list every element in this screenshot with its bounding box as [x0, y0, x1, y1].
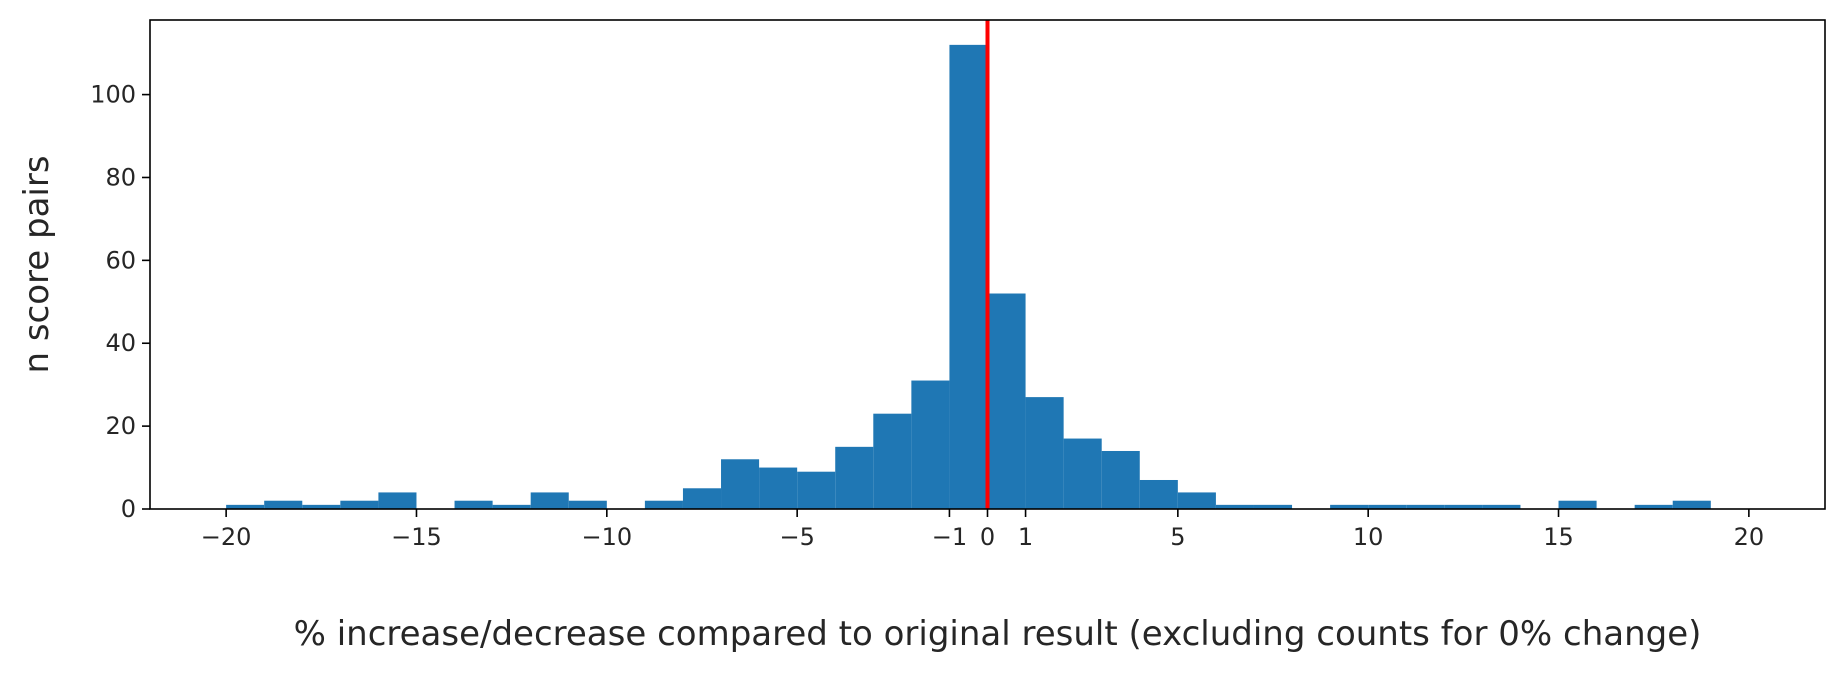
histogram-bar — [1025, 397, 1064, 509]
histogram-bar — [492, 504, 531, 509]
histogram-bar — [759, 467, 798, 509]
x-tick-label: 0 — [980, 523, 995, 551]
x-axis-ticks: −20 −15 −10 −5 −1 0 1 5 10 15 20 — [201, 509, 1764, 551]
x-tick-label: 15 — [1543, 523, 1574, 551]
histogram-bar — [1063, 438, 1102, 509]
y-tick-label: 20 — [105, 412, 136, 440]
y-axis-label: n score pairs — [17, 155, 57, 373]
histogram-bar — [644, 500, 683, 509]
x-tick-label: −10 — [581, 523, 632, 551]
histogram-bar — [911, 380, 950, 509]
y-tick-label: 80 — [105, 163, 136, 191]
y-tick-label: 60 — [105, 246, 136, 274]
histogram-bar — [1330, 504, 1369, 509]
histogram-bar — [530, 492, 569, 509]
x-tick-label: 10 — [1353, 523, 1384, 551]
x-tick-label: −15 — [391, 523, 442, 551]
histogram-bar — [378, 492, 417, 509]
bars-group — [226, 44, 1711, 509]
histogram-bar — [454, 500, 493, 509]
x-tick-label: −20 — [201, 523, 252, 551]
x-tick-label: −5 — [779, 523, 814, 551]
x-tick-label: 20 — [1734, 523, 1765, 551]
histogram-bar — [340, 500, 379, 509]
x-tick-label: −1 — [932, 523, 967, 551]
histogram-bar — [1444, 504, 1483, 509]
histogram-bar — [1101, 450, 1140, 509]
histogram-bar — [1139, 479, 1178, 509]
x-tick-label: 5 — [1170, 523, 1185, 551]
histogram-bar — [1177, 492, 1216, 509]
histogram-bar — [226, 504, 265, 509]
histogram-bar — [1215, 504, 1254, 509]
histogram-bar — [987, 293, 1026, 509]
histogram-bar — [264, 500, 303, 509]
x-tick-label: 1 — [1018, 523, 1033, 551]
histogram-bar — [835, 446, 874, 509]
histogram-bar — [1634, 504, 1673, 509]
y-tick-label: 0 — [121, 495, 136, 523]
histogram-bar — [949, 44, 988, 509]
histogram-bar — [873, 413, 912, 509]
histogram-bar — [721, 459, 760, 509]
histogram-bar — [302, 504, 341, 509]
histogram-bar — [1482, 504, 1521, 509]
y-tick-label: 100 — [90, 81, 136, 109]
histogram-bar — [1368, 504, 1407, 509]
histogram-bar — [1253, 504, 1293, 509]
x-axis-label: % increase/decrease compared to original… — [294, 614, 1702, 654]
y-tick-label: 40 — [105, 329, 136, 357]
histogram-bar — [797, 471, 836, 509]
y-axis-ticks: 0 20 40 60 80 100 — [90, 81, 150, 523]
histogram-bar — [682, 488, 722, 509]
histogram-bar — [568, 500, 607, 509]
histogram-bar — [1672, 500, 1711, 509]
histogram-bar — [1558, 500, 1597, 509]
histogram-bar — [1406, 504, 1445, 509]
